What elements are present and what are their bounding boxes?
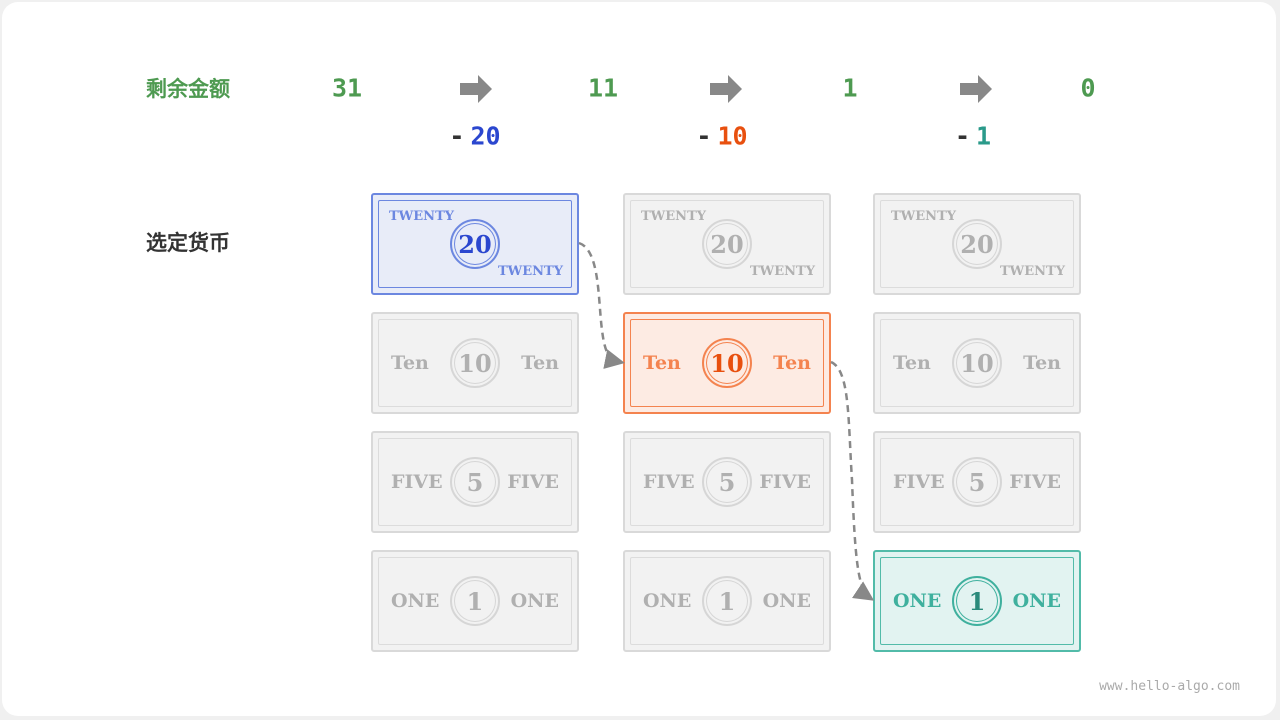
remaining-value: 11	[587, 73, 619, 103]
subtraction: -10	[696, 122, 747, 151]
note-word: Ten	[391, 352, 429, 374]
note-word: ONE	[1012, 590, 1061, 612]
note-word: ONE	[510, 590, 559, 612]
coin-value: 5	[466, 467, 484, 497]
note-word: TWENTY	[749, 264, 815, 279]
coin-card: 5 FIVE FIVE	[623, 431, 831, 533]
coin-value: 1	[466, 586, 484, 616]
coin-card: 1 ONE ONE	[623, 550, 831, 652]
note-word: FIVE	[643, 471, 695, 493]
remaining-value: 31	[331, 73, 363, 103]
coin-value: 5	[968, 467, 986, 497]
coin-circle: 5	[702, 457, 752, 507]
coin-circle: 10	[702, 338, 752, 388]
coin-value: 20	[458, 229, 492, 259]
subtract-value: 10	[717, 121, 748, 151]
minus-sign: -	[449, 121, 465, 151]
card-border	[630, 319, 824, 407]
note-word: Ten	[1023, 352, 1061, 374]
card-border	[630, 200, 824, 288]
card-border	[378, 438, 572, 526]
card-border	[378, 319, 572, 407]
note-word: TWENTY	[641, 209, 707, 224]
coin-card: 20 TWENTY TWENTY	[623, 193, 831, 295]
coin-value: 10	[458, 348, 492, 378]
coin-card: 1 ONE ONE	[371, 550, 579, 652]
card-border	[378, 200, 572, 288]
watermark: www.hello-algo.com	[1099, 679, 1240, 694]
note-word: FIVE	[893, 471, 945, 493]
note-word: TWENTY	[999, 264, 1065, 279]
coin-value: 10	[960, 348, 994, 378]
coin-circle: 10	[952, 338, 1002, 388]
right-arrow-icon	[460, 75, 492, 103]
dashed-arrow	[578, 241, 625, 369]
coin-value: 5	[718, 467, 736, 497]
coin-circle: 1	[450, 576, 500, 626]
note-word: ONE	[391, 590, 440, 612]
coin-circle: 20	[450, 219, 500, 269]
note-word: TWENTY	[497, 264, 563, 279]
note-word: FIVE	[1009, 471, 1061, 493]
remaining-value: 0	[1080, 73, 1096, 103]
selected-coin-card: 20 TWENTY TWENTY	[371, 193, 579, 295]
coin-circle: 20	[702, 219, 752, 269]
note-word: ONE	[762, 590, 811, 612]
coin-circle: 10	[450, 338, 500, 388]
selected-coin-card: 10 Ten Ten	[623, 312, 831, 414]
coin-value: 20	[960, 229, 994, 259]
subtract-value: 20	[470, 121, 501, 151]
note-word: FIVE	[759, 471, 811, 493]
right-arrow-icon	[710, 75, 742, 103]
subtraction: -1	[955, 122, 991, 151]
note-word: FIVE	[391, 471, 443, 493]
card-border	[630, 557, 824, 645]
note-word: Ten	[893, 352, 931, 374]
card-border	[880, 557, 1074, 645]
coin-value: 10	[710, 348, 744, 378]
remaining-value: 1	[842, 73, 858, 103]
note-word: Ten	[643, 352, 681, 374]
coin-value: 1	[718, 586, 736, 616]
coin-circle: 1	[952, 576, 1002, 626]
coin-value: 1	[968, 586, 986, 616]
minus-sign: -	[954, 121, 970, 151]
note-word: ONE	[643, 590, 692, 612]
note-word: TWENTY	[389, 209, 455, 224]
coin-circle: 5	[450, 457, 500, 507]
minus-sign: -	[696, 121, 712, 151]
card-border	[880, 200, 1074, 288]
card-border	[880, 438, 1074, 526]
note-word: ONE	[893, 590, 942, 612]
note-word: Ten	[773, 352, 811, 374]
coin-card: 5 FIVE FIVE	[873, 431, 1081, 533]
remaining-amount-label: 剩余金额	[146, 77, 230, 101]
note-word: TWENTY	[891, 209, 957, 224]
coin-card: 10 Ten Ten	[371, 312, 579, 414]
coin-card: 5 FIVE FIVE	[371, 431, 579, 533]
note-word: Ten	[521, 352, 559, 374]
subtract-value: 1	[976, 121, 992, 151]
card-border	[630, 438, 824, 526]
dashed-arrow	[830, 360, 875, 601]
card-border	[378, 557, 572, 645]
coin-card: 20 TWENTY TWENTY	[873, 193, 1081, 295]
card-border	[880, 319, 1074, 407]
coin-card: 10 Ten Ten	[873, 312, 1081, 414]
note-word: FIVE	[507, 471, 559, 493]
selected-coin-label: 选定货币	[146, 231, 230, 255]
coin-value: 20	[710, 229, 744, 259]
right-arrow-icon	[960, 75, 992, 103]
subtraction: -20	[449, 122, 500, 151]
coin-circle: 20	[952, 219, 1002, 269]
coin-circle: 5	[952, 457, 1002, 507]
coin-circle: 1	[702, 576, 752, 626]
selected-coin-card: 1 ONE ONE	[873, 550, 1081, 652]
